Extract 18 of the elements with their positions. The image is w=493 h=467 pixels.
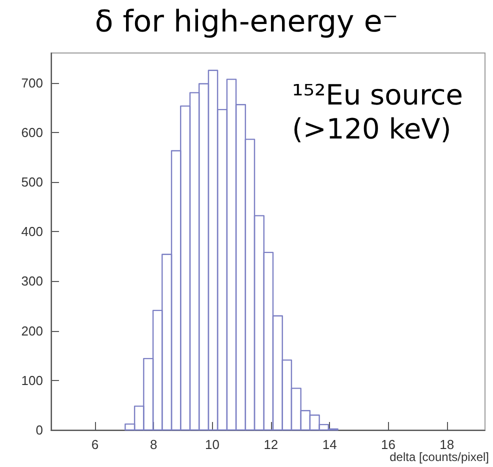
x-tick-label: 8 [150,437,158,452]
x-tick-label: 14 [322,437,337,452]
y-tick-label: 100 [21,372,43,388]
x-tick-label: 12 [264,437,278,452]
y-tick-label: 200 [21,323,43,338]
x-tick-label: 10 [205,437,220,452]
y-tick-label: 0 [36,422,43,438]
y-tick-label: 500 [21,174,43,190]
y-tick-label: 600 [21,124,43,140]
x-tick-label: 18 [440,437,454,452]
annotation: ¹⁵²Eu source (>120 keV) [292,78,464,146]
y-tick-label: 400 [21,224,43,240]
x-tick-label: 6 [91,437,99,452]
x-tick-label: 16 [380,437,396,452]
y-tick-label: 300 [21,274,43,289]
x-axis-title: delta [counts/pixel] [390,450,490,464]
chart-title: δ for high-energy e⁻ [94,4,398,40]
y-tick-label: 700 [21,75,43,90]
